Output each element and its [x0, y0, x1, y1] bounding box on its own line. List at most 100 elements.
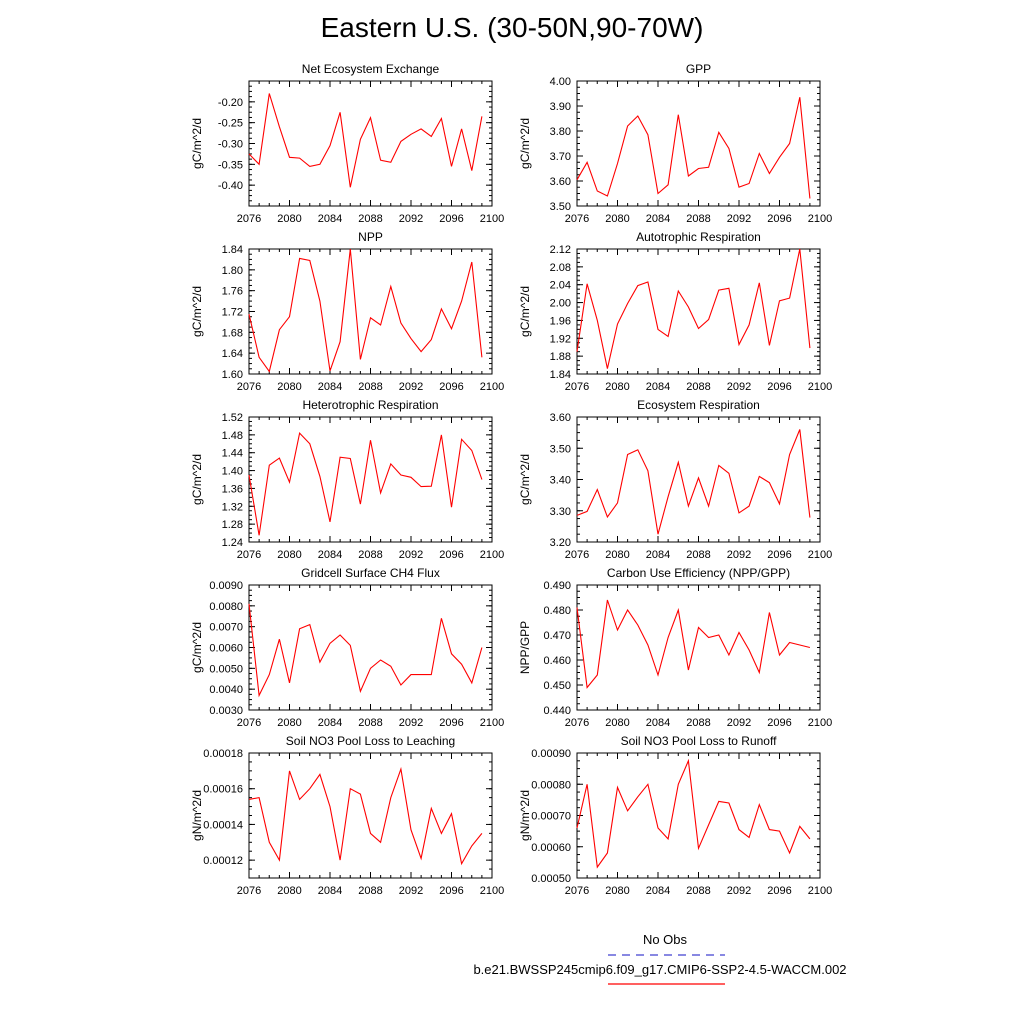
x-tick-label: 2080: [277, 213, 301, 225]
y-tick-label: 1.68: [222, 327, 243, 339]
panel-title: Soil NO3 Pool Loss to Runoff: [621, 734, 778, 748]
x-tick-label: 2100: [480, 549, 504, 561]
x-tick-label: 2100: [480, 717, 504, 729]
x-tick-label: 2092: [727, 549, 751, 561]
x-tick-label: 2076: [237, 381, 261, 393]
y-tick-label: 0.0060: [209, 643, 243, 655]
panel-1: Net Ecosystem Exchange gC/m^2/d 2076 2080 20…: [190, 62, 504, 225]
x-tick-label: 2084: [646, 213, 670, 225]
panel-3: NPP gC/m^2/d 2076 2080 2084 2088 2092 2096 2100 1…: [190, 230, 504, 393]
y-tick-label: 0.00012: [203, 855, 243, 867]
x-tick-label: 2092: [727, 885, 751, 897]
x-tick-label: 2096: [767, 549, 791, 561]
x-tick-label: 2076: [565, 549, 589, 561]
y-tick-label: 1.84: [550, 369, 571, 381]
y-tick-label: 2.00: [550, 298, 571, 310]
y-axis-label: gC/m^2/d: [190, 286, 204, 337]
panel-4: Autotrophic Respiration gC/m^2/d 2076 2080 2…: [518, 230, 832, 393]
y-tick-label: 0.450: [543, 680, 571, 692]
x-tick-label: 2084: [646, 381, 670, 393]
x-tick-label: 2100: [808, 381, 832, 393]
panel-2: GPP gC/m^2/d 2076 2080 2084 2088 2092 2096 2100 3…: [518, 62, 832, 225]
y-tick-label: 0.00090: [531, 748, 571, 760]
y-tick-label: 0.00016: [203, 784, 243, 796]
series-line: [576, 758, 811, 869]
panel-title: Heterotrophic Respiration: [302, 398, 438, 412]
x-tick-label: 2096: [439, 213, 463, 225]
y-tick-label: 0.0040: [209, 684, 243, 696]
x-tick-label: 2100: [480, 213, 504, 225]
y-tick-label: 0.00018: [203, 748, 243, 760]
x-tick-label: 2092: [399, 885, 423, 897]
panel-8: Carbon Use Efficiency (NPP/GPP) NPP/GPP 20…: [518, 566, 832, 729]
x-tick-label: 2076: [565, 381, 589, 393]
x-tick-label: 2080: [605, 549, 629, 561]
x-tick-label: 2100: [808, 213, 832, 225]
x-tick-label: 2096: [439, 549, 463, 561]
y-tick-label: 3.90: [550, 101, 571, 113]
y-tick-label: 0.0050: [209, 663, 243, 675]
x-tick-label: 2076: [565, 717, 589, 729]
y-tick-label: 1.80: [222, 265, 243, 277]
y-tick-label: 1.64: [222, 348, 243, 360]
y-tick-label: 3.20: [550, 537, 571, 549]
y-tick-label: 1.44: [222, 448, 243, 460]
x-tick-label: 2084: [318, 213, 342, 225]
x-tick-label: 2080: [605, 885, 629, 897]
x-tick-label: 2100: [480, 885, 504, 897]
y-tick-label: -0.25: [218, 118, 243, 130]
y-tick-label: 1.24: [222, 537, 243, 549]
y-tick-label: 0.0070: [209, 622, 243, 634]
y-tick-label: 0.0080: [209, 601, 243, 613]
legend-case-label: b.e21.BWSSP245cmip6.f09_g17.CMIP6-SSP2-4…: [473, 962, 847, 977]
y-tick-label: 2.08: [550, 262, 571, 274]
x-tick-label: 2088: [686, 381, 710, 393]
panel-title: Autotrophic Respiration: [636, 230, 761, 244]
y-axis-label: gC/m^2/d: [190, 622, 204, 673]
panel-title: GPP: [686, 62, 711, 76]
y-tick-label: 3.40: [550, 475, 571, 487]
y-tick-label: 3.60: [550, 412, 571, 424]
x-tick-label: 2076: [237, 717, 261, 729]
x-tick-label: 2092: [727, 213, 751, 225]
x-tick-label: 2084: [318, 717, 342, 729]
x-tick-label: 2076: [565, 885, 589, 897]
x-tick-label: 2084: [318, 381, 342, 393]
x-tick-label: 2088: [358, 213, 382, 225]
x-tick-label: 2092: [399, 213, 423, 225]
y-axis-label: gC/m^2/d: [518, 286, 532, 337]
y-tick-label: -0.30: [218, 139, 243, 151]
y-tick-label: -0.40: [218, 180, 243, 192]
y-tick-label: 3.80: [550, 126, 571, 138]
series-line: [248, 248, 483, 373]
x-tick-label: 2096: [767, 717, 791, 729]
x-tick-label: 2080: [605, 717, 629, 729]
x-tick-label: 2092: [727, 717, 751, 729]
x-tick-label: 2096: [439, 717, 463, 729]
y-tick-label: 0.00060: [531, 842, 571, 854]
x-tick-label: 2084: [318, 885, 342, 897]
x-tick-label: 2076: [565, 213, 589, 225]
y-axis-label: gC/m^2/d: [518, 454, 532, 505]
legend-obs-label: No Obs: [642, 932, 688, 947]
x-tick-label: 2076: [237, 885, 261, 897]
y-tick-label: 0.00014: [203, 819, 243, 831]
y-tick-label: 1.88: [550, 351, 571, 363]
panel-title: Carbon Use Efficiency (NPP/GPP): [607, 566, 790, 580]
x-tick-label: 2092: [399, 381, 423, 393]
y-axis-label: gC/m^2/d: [190, 454, 204, 505]
x-tick-label: 2080: [605, 381, 629, 393]
x-tick-label: 2100: [480, 381, 504, 393]
y-tick-label: 1.92: [550, 333, 571, 345]
panel-6: Ecosystem Respiration gC/m^2/d 2076 2080 208…: [518, 398, 832, 561]
y-tick-label: 1.76: [222, 286, 243, 298]
x-tick-label: 2084: [646, 549, 670, 561]
y-tick-label: 3.30: [550, 506, 571, 518]
y-axis-label: gN/m^2/d: [190, 790, 204, 841]
y-tick-label: 0.0090: [209, 580, 243, 592]
y-tick-label: 0.460: [543, 655, 571, 667]
x-tick-label: 2080: [277, 717, 301, 729]
x-tick-label: 2080: [277, 381, 301, 393]
